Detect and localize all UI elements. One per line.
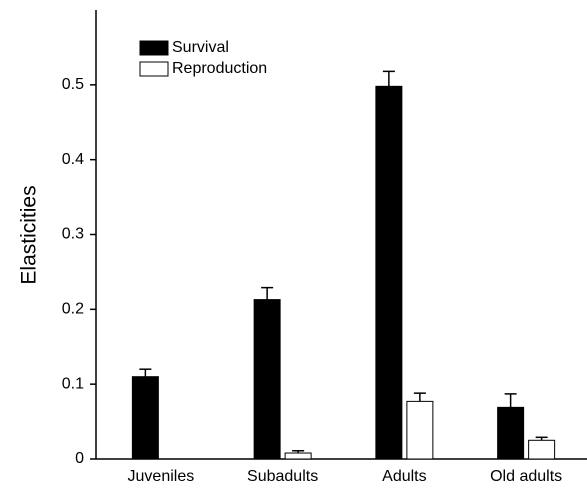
bar bbox=[131, 376, 159, 460]
y-tick-label: 0.3 bbox=[62, 226, 84, 243]
y-tick-label: 0.4 bbox=[62, 151, 84, 168]
legend-label: Reproduction bbox=[172, 60, 267, 77]
y-tick-label: 0.5 bbox=[62, 76, 84, 93]
y-tick-label: 0.1 bbox=[62, 375, 84, 392]
bar bbox=[284, 452, 312, 460]
y-tick-label: 0.2 bbox=[62, 301, 84, 318]
bar bbox=[528, 439, 556, 460]
legend-swatch bbox=[139, 61, 169, 77]
legend-swatch bbox=[139, 40, 169, 56]
legend-label: Survival bbox=[172, 39, 229, 56]
x-tick-label: Old adults bbox=[490, 468, 562, 485]
y-tick-label: 0 bbox=[75, 450, 84, 467]
x-tick-label: Juveniles bbox=[128, 468, 195, 485]
x-tick-label: Adults bbox=[382, 468, 426, 485]
x-tick-label: Subadults bbox=[247, 468, 318, 485]
bar bbox=[253, 299, 281, 460]
bar bbox=[497, 406, 525, 460]
y-axis-label: Elasticities bbox=[18, 185, 41, 284]
bar bbox=[406, 400, 434, 460]
bar bbox=[375, 85, 403, 460]
